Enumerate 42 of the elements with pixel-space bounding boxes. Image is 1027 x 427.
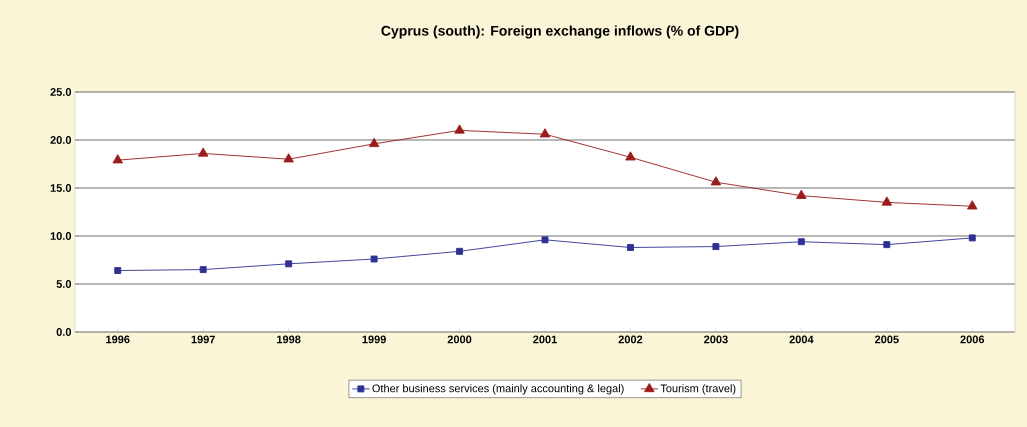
- point: [627, 244, 634, 251]
- legend-label: Other business services (mainly accounting & legal): [372, 384, 624, 395]
- point: [454, 124, 465, 134]
- point: [712, 243, 720, 250]
- x-tick-label: 2000: [447, 335, 472, 344]
- point: [797, 238, 805, 246]
- point: [625, 151, 636, 161]
- point: [368, 137, 380, 148]
- y-tick-label: 20.0: [50, 136, 72, 144]
- chart-title: Cyprus (south): Foreign exchange inflows (% of GDP): [381, 25, 739, 39]
- point: [796, 189, 807, 199]
- y-tick-label: 15.0: [50, 184, 72, 192]
- point: [370, 255, 378, 263]
- x-tick-label: 2006: [960, 335, 985, 344]
- y-tick-label: 0.0: [56, 328, 72, 336]
- point: [539, 128, 551, 138]
- x-tick-label: 2002: [618, 335, 643, 344]
- point: [883, 241, 891, 249]
- point: [881, 196, 893, 206]
- y-tick-label: 5.0: [56, 280, 72, 288]
- point: [456, 247, 463, 255]
- point: [197, 147, 209, 157]
- point: [112, 154, 123, 164]
- x-tick-label: 2004: [789, 335, 814, 344]
- point: [285, 260, 293, 268]
- legend-label: Tourism (travel): [660, 384, 736, 395]
- x-tick-label: 1999: [362, 335, 386, 344]
- x-tick-label: 2005: [874, 335, 899, 344]
- point: [114, 267, 122, 274]
- x-tick-label: 2001: [533, 335, 557, 344]
- x-tick-label: 2003: [704, 335, 728, 344]
- point: [967, 200, 978, 210]
- x-tick-label: 1997: [191, 335, 215, 344]
- point: [199, 266, 207, 274]
- point: [968, 234, 976, 242]
- y-tick-label: 10.0: [50, 232, 72, 240]
- point: [283, 153, 294, 163]
- x-tick-label: 1996: [106, 335, 130, 344]
- y-tick-label: 25.0: [50, 88, 72, 96]
- point: [541, 236, 549, 244]
- x-tick-label: 1998: [277, 335, 301, 344]
- point: [710, 176, 722, 186]
